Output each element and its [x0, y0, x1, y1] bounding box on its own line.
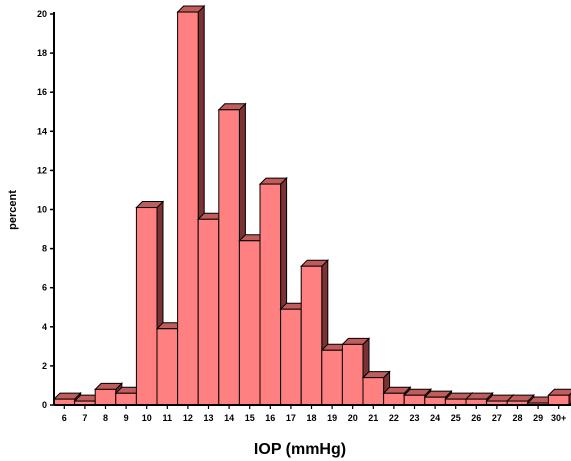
y-tick-label: 18 [37, 48, 47, 58]
bar-front-face [424, 396, 446, 406]
bar-front-face [238, 240, 261, 406]
x-tick-label: 10 [142, 413, 152, 423]
y-tick-label: 14 [37, 126, 47, 136]
x-tick-label: 19 [327, 413, 337, 423]
x-axis-label: IOP (mmHg) [254, 441, 346, 458]
x-tick-label: 25 [451, 413, 461, 423]
x-tick-label: 30+ [551, 413, 566, 423]
x-tick-label: 15 [245, 413, 255, 423]
bar-front-face [156, 328, 179, 406]
y-tick-label: 2 [42, 361, 47, 371]
x-tick-label: 28 [512, 413, 522, 423]
bar-front-face [403, 394, 426, 406]
x-tick-label: 17 [286, 413, 296, 423]
bar-front-face [177, 11, 199, 406]
y-axis-label: percent [7, 190, 19, 230]
x-tick-label: 16 [265, 413, 275, 423]
bar-front-face [218, 109, 240, 406]
y-ticks: 0 2 4 6 8 10 12 14 16 18 20 [37, 9, 54, 410]
bar-front-face [280, 308, 302, 406]
bar-front-face [383, 392, 405, 406]
bars-layer [52, 4, 571, 407]
x-tick-label: 9 [124, 413, 129, 423]
bar-front-face [259, 183, 282, 406]
bar-front-face [321, 349, 343, 406]
x-tick-label: 20 [348, 413, 358, 423]
bar-top-face [547, 388, 571, 396]
x-tick-label: 26 [471, 413, 481, 423]
x-tick-label: 7 [82, 413, 87, 423]
bar-front-face [197, 218, 220, 406]
x-tick-label: 14 [224, 413, 234, 423]
bar-front-face [300, 265, 323, 406]
x-tick-label: 27 [492, 413, 502, 423]
x-tick-label: 6 [62, 413, 67, 423]
x-tick-label: 22 [389, 413, 399, 423]
x-tick-label: 11 [163, 413, 173, 423]
x-tick-label: 29 [533, 413, 543, 423]
y-tick-label: 16 [37, 87, 47, 97]
bar-front-face [115, 392, 137, 406]
x-ticks: 6 7 8 9 10 11 12 13 14 15 16 17 18 19 20 21 22 23 24 25 26 27… [62, 405, 566, 423]
bar-front-face [547, 394, 570, 406]
x-tick-label: 24 [430, 413, 440, 423]
y-tick-label: 8 [42, 244, 47, 254]
x-tick-label: 12 [183, 413, 193, 423]
bar-front-face [341, 343, 364, 406]
x-tick-label: 8 [103, 413, 108, 423]
bar-30+ [547, 388, 571, 407]
y-tick-label: 20 [37, 9, 47, 19]
bar-21 [361, 370, 391, 407]
x-tick-label: 21 [368, 413, 378, 423]
bar-front-face [94, 388, 117, 406]
x-tick-label: 18 [306, 413, 316, 423]
bar-front-face [135, 207, 158, 406]
y-tick-label: 10 [37, 205, 47, 215]
y-tick-label: 4 [42, 322, 47, 332]
x-tick-label: 23 [409, 413, 419, 423]
y-tick-label: 6 [42, 283, 47, 293]
y-tick-label: 12 [37, 165, 47, 175]
y-tick-label: 0 [42, 400, 47, 410]
bar-front-face [362, 377, 385, 406]
x-tick-label: 13 [203, 413, 213, 423]
